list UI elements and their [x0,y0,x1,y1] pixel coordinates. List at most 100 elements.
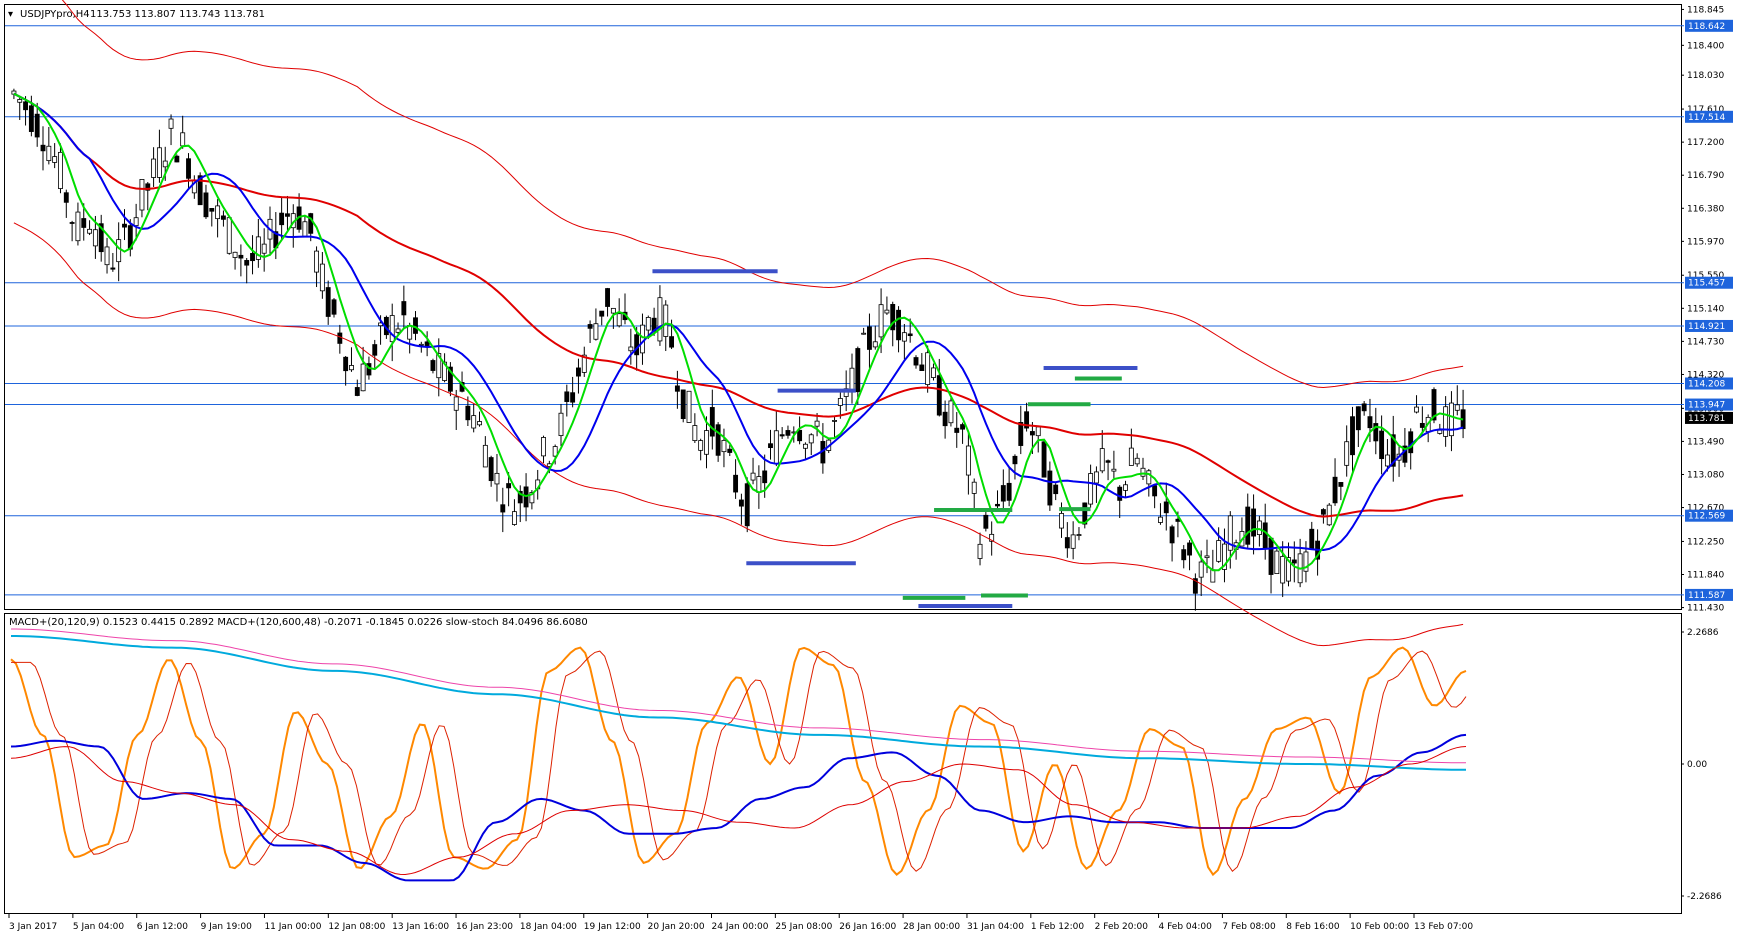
candle-body [424,341,430,346]
candle-body [1181,549,1187,561]
candle-body [1216,540,1222,562]
candle-body [750,472,756,481]
candle-body [407,325,413,340]
main-price-scale: 118.845 118.400 118.030 117.610 117.200 116.7… [1681,5,1724,614]
candle-body [1443,406,1449,437]
macd2-signal-line [11,628,1466,764]
candle-body [92,229,98,247]
indicator-scale: 2.2686 0.00 -2.2686 [1681,628,1722,902]
candle-body [1338,482,1344,487]
candle-body [587,324,593,329]
candle-body [715,424,721,456]
candle-body [145,183,151,191]
candle-body [110,267,116,270]
level-label: 114.208 [1688,379,1725,389]
candle-body [1192,578,1198,594]
candle-body [628,346,634,352]
symbol-label: USDJPYpro,H4 [20,9,90,20]
candle-body [1128,447,1134,466]
candle-body [756,476,762,493]
candle-body [669,336,675,348]
candle-body [331,299,337,315]
candle-body [977,543,983,559]
price-tick-label: 116.790 [1687,171,1724,181]
candle-body [162,160,168,168]
candle-body [1262,522,1268,549]
level-label-bg [1685,276,1733,289]
level-label: 111.587 [1688,591,1725,601]
main-series [11,0,1466,647]
level-label-bg [1685,377,1733,390]
candle-body [372,344,378,356]
ma-mid-line [13,92,1464,552]
indicator-line [11,635,1466,771]
candle-body [23,101,28,111]
chart-menu-icon[interactable]: ▾ [8,9,13,20]
candle-body [1146,470,1152,485]
candle-body [541,437,546,457]
candle-body [360,363,366,392]
candle-body [919,364,925,371]
stoch-signal-line [11,650,1467,872]
time-axis: 3 Jan 2017 5 Jan 04:00 6 Jan 12:00 9 Jan 19… [8,914,1473,932]
candle-body [593,323,599,340]
candle-body [186,158,191,179]
candle-body [133,217,139,227]
candle-body [971,481,977,494]
candle-body [773,430,779,465]
candle-body [616,313,622,327]
candle-body [768,443,773,449]
candle-body [896,309,901,341]
candle-body [1070,534,1076,549]
candle-body [663,304,669,337]
candle-body [1437,429,1443,434]
time-tick-label: 20 Jan 20:00 [648,922,705,932]
candle-body [960,424,966,430]
candle-body [319,263,325,292]
candle-body [69,222,75,224]
level-label: 114.921 [1688,322,1725,332]
candle-body [215,205,221,220]
candle-body [1169,526,1175,544]
candle-body [52,156,58,163]
candle-body [87,228,93,234]
candle-body [785,430,791,436]
time-tick-label: 19 Jan 12:00 [584,922,641,932]
candle-body [552,446,558,457]
candle-body [1053,484,1059,495]
candle-body [203,192,209,218]
horizontal-levels [5,25,1684,596]
price-tick-label: 115.140 [1687,304,1724,314]
indicator-frame [4,613,1682,914]
price-tick-label: 116.380 [1687,204,1724,214]
candle-body [1256,520,1262,536]
candle-body [954,427,960,433]
candle-body [1163,501,1169,514]
price-tick-label: 112.670 [1687,504,1724,514]
candle-body [1099,448,1105,472]
time-tick-label: 4 Feb 04:00 [1159,922,1213,932]
indicator-series [10,628,1467,882]
candle-body [814,420,820,427]
candle-body [1018,422,1024,446]
candle-body [436,353,442,379]
candle-body [1332,476,1338,504]
candle-body [1041,441,1047,478]
candle-body [797,429,803,442]
candle-body [855,348,861,393]
time-tick-label: 13 Feb 07:00 [1414,922,1473,932]
price-tick-label: 113.490 [1687,437,1724,447]
candle-body [325,287,331,317]
candle-body [861,332,867,335]
candle-body [605,288,610,307]
candle-body [1344,441,1350,466]
lower-band-line [13,222,1464,647]
candle-body [1064,537,1070,549]
candle-body [808,434,814,444]
time-tick-label: 5 Jan 04:00 [73,922,125,932]
candle-body [1187,542,1192,556]
candle-body [1245,506,1251,545]
price-tick-label: 114.320 [1687,370,1724,380]
candle-body [151,158,157,178]
